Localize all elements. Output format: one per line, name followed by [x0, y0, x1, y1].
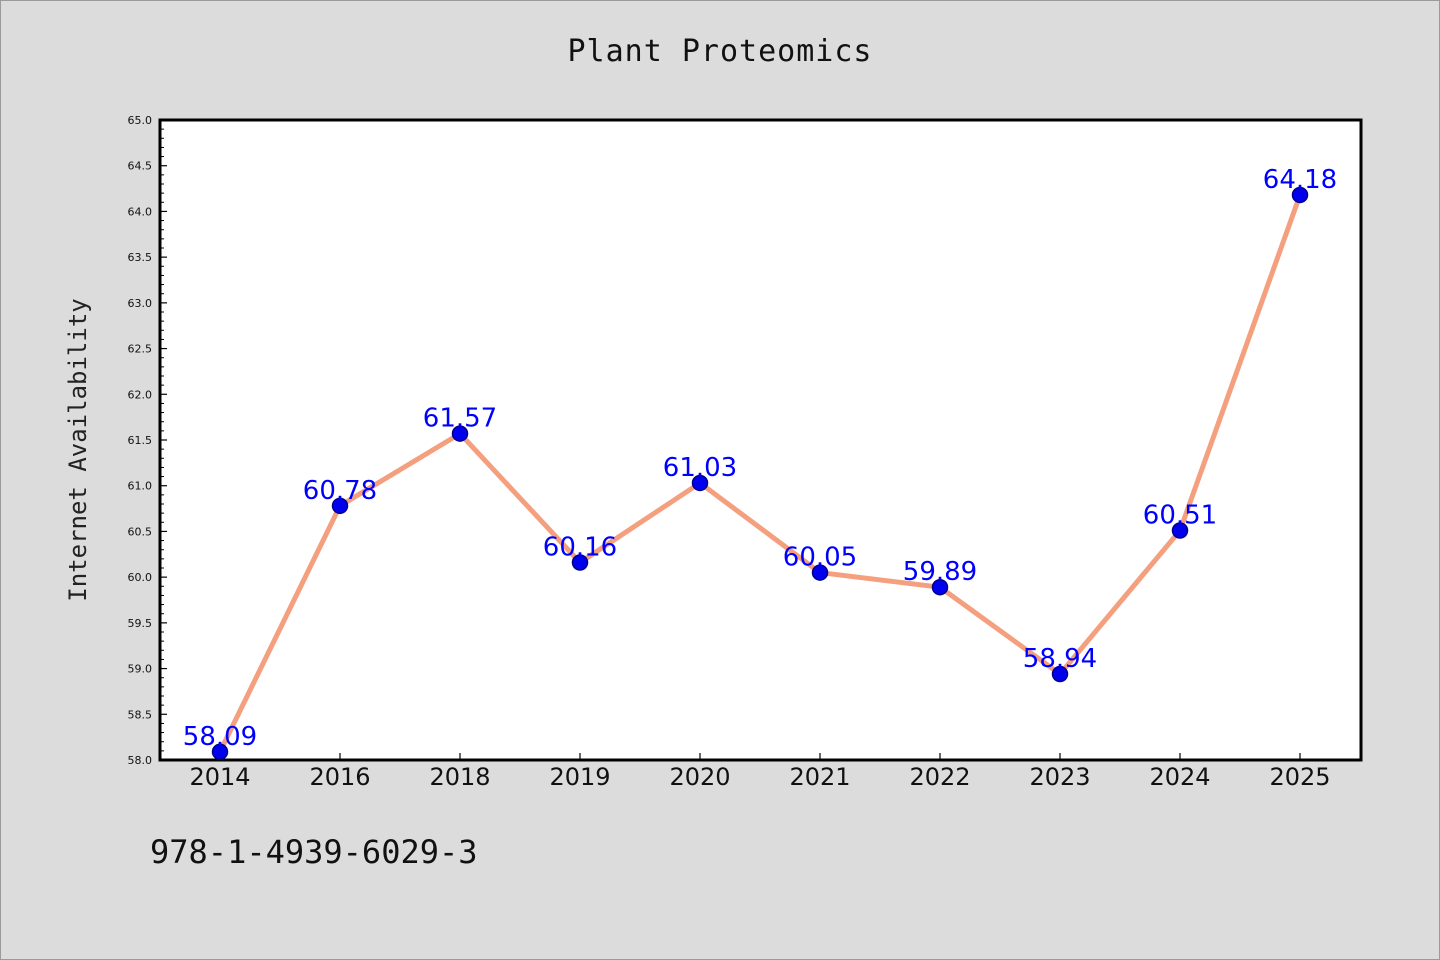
- data-label: 64.18: [1263, 165, 1337, 195]
- y-tick-label: 60.0: [128, 571, 153, 584]
- x-tick-label: 2020: [669, 763, 730, 791]
- series-line: [217, 194, 1303, 753]
- x-tick-label: 2014: [189, 763, 250, 791]
- data-label: 58.09: [183, 722, 257, 752]
- y-tick-label: 58.0: [128, 754, 153, 767]
- plot-area: [158, 118, 1363, 762]
- y-tick-label: 59.5: [128, 617, 153, 630]
- x-tick-label: 2023: [1029, 763, 1090, 791]
- data-points: [211, 186, 1309, 761]
- data-label: 58.94: [1023, 644, 1097, 674]
- y-tick-label: 58.5: [128, 708, 153, 721]
- x-axis-ticks: 2014 2016 2018 2019 2020 2021 2022 2023 2024 2025: [189, 753, 1331, 791]
- data-point: [1051, 665, 1069, 683]
- data-point: [451, 425, 469, 442]
- y-tick-label: 64.5: [128, 160, 153, 173]
- x-tick-label: 2019: [549, 763, 610, 791]
- x-tick-label: 2024: [1149, 763, 1210, 791]
- y-tick-label: 63.0: [128, 297, 153, 310]
- data-label: 60.16: [543, 533, 617, 563]
- chart-title: Plant Proteomics: [567, 34, 873, 69]
- data-label: 59.89: [903, 557, 977, 587]
- x-tick-label: 2018: [429, 763, 490, 791]
- data-point: [811, 564, 829, 581]
- y-tick-label: 61.0: [128, 480, 153, 493]
- data-point: [931, 578, 949, 596]
- y-axis-ticks: 58.0 58.5 59.0 59.5 60.0 60.5 61.0 61.5 62.0 62.5…: [128, 114, 167, 767]
- y-tick-label: 63.5: [128, 251, 153, 264]
- data-point: [571, 554, 589, 571]
- data-labels: 58.09 60.78 61.57 60.16 61.03 60.05 59.89 58.94…: [183, 165, 1337, 752]
- data-label: 60.51: [1143, 501, 1217, 531]
- y-tick-label: 61.5: [128, 434, 153, 447]
- data-point: [331, 497, 349, 515]
- x-tick-label: 2016: [309, 763, 370, 791]
- data-label: 60.05: [783, 543, 857, 573]
- y-tick-label: 65.0: [128, 114, 153, 127]
- x-tick-label: 2022: [909, 763, 970, 791]
- y-tick-label: 59.0: [128, 663, 153, 676]
- y-tick-label: 62.0: [128, 388, 153, 401]
- isbn-footer: 978-1-4939-6029-3: [150, 833, 478, 871]
- data-label: 61.57: [423, 404, 497, 434]
- data-point: [1291, 186, 1309, 204]
- y-tick-label: 60.5: [128, 525, 153, 538]
- data-point: [211, 743, 229, 761]
- data-label: 60.78: [303, 476, 377, 506]
- y-tick-label: 62.5: [128, 343, 153, 356]
- data-point: [1171, 522, 1189, 539]
- x-tick-label: 2025: [1269, 763, 1330, 791]
- data-point: [691, 474, 709, 492]
- x-tick-label: 2021: [789, 763, 850, 791]
- y-tick-label: 64.0: [128, 205, 153, 218]
- data-label: 61.03: [663, 453, 737, 483]
